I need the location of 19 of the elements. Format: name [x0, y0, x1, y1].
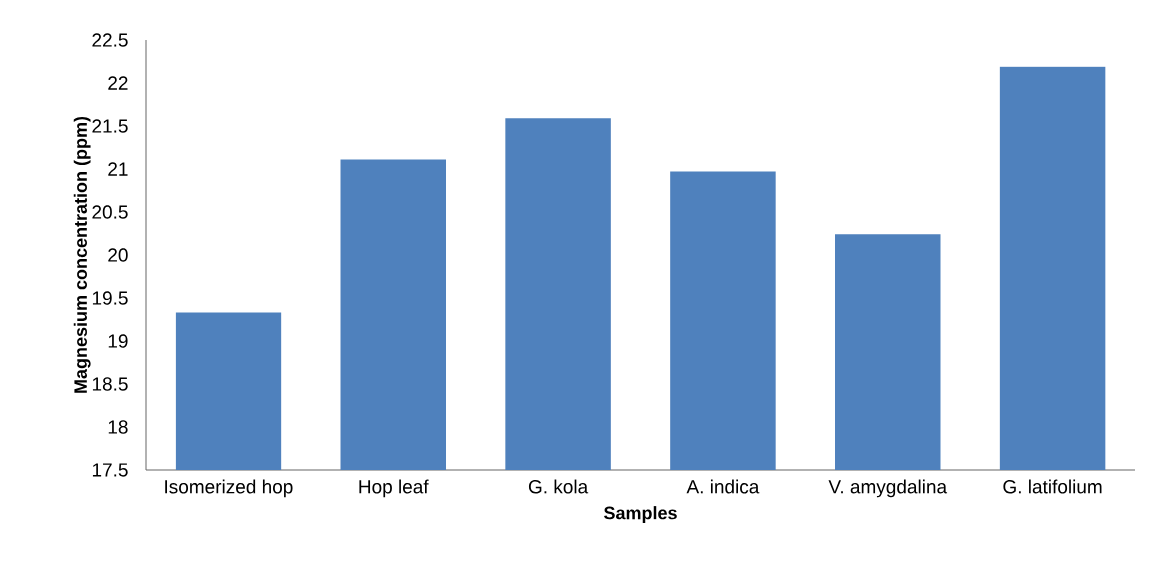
y-tick-label: 18.5	[92, 377, 128, 391]
y-tick-label: 19	[108, 334, 128, 348]
x-tick-label: G. kola	[528, 479, 589, 494]
y-tick-label: 18	[108, 420, 128, 434]
x-tick-label: Isomerized hop	[165, 479, 293, 498]
x-axis-title: Samples	[604, 506, 677, 523]
y-tick-label: 22	[108, 76, 128, 90]
y-tick-label: 20.5	[92, 205, 128, 219]
y-tick-label: 21	[108, 162, 128, 176]
x-tick-label: A. indica	[686, 479, 760, 494]
y-axis-title: Magnesium concentration (ppm)	[73, 116, 91, 393]
x-tick-label: V. amygdalina	[828, 479, 948, 498]
y-tick-label: 21.5	[92, 119, 128, 133]
y-tick-label: 22.5	[92, 33, 128, 47]
x-tick-label: G. latifolium	[1003, 479, 1102, 494]
x-tick-label: Hop leaf	[359, 479, 429, 498]
y-tick-label: 17.5	[92, 463, 128, 477]
y-tick-label: 19.5	[92, 291, 128, 305]
y-tick-label: 20	[108, 248, 128, 262]
